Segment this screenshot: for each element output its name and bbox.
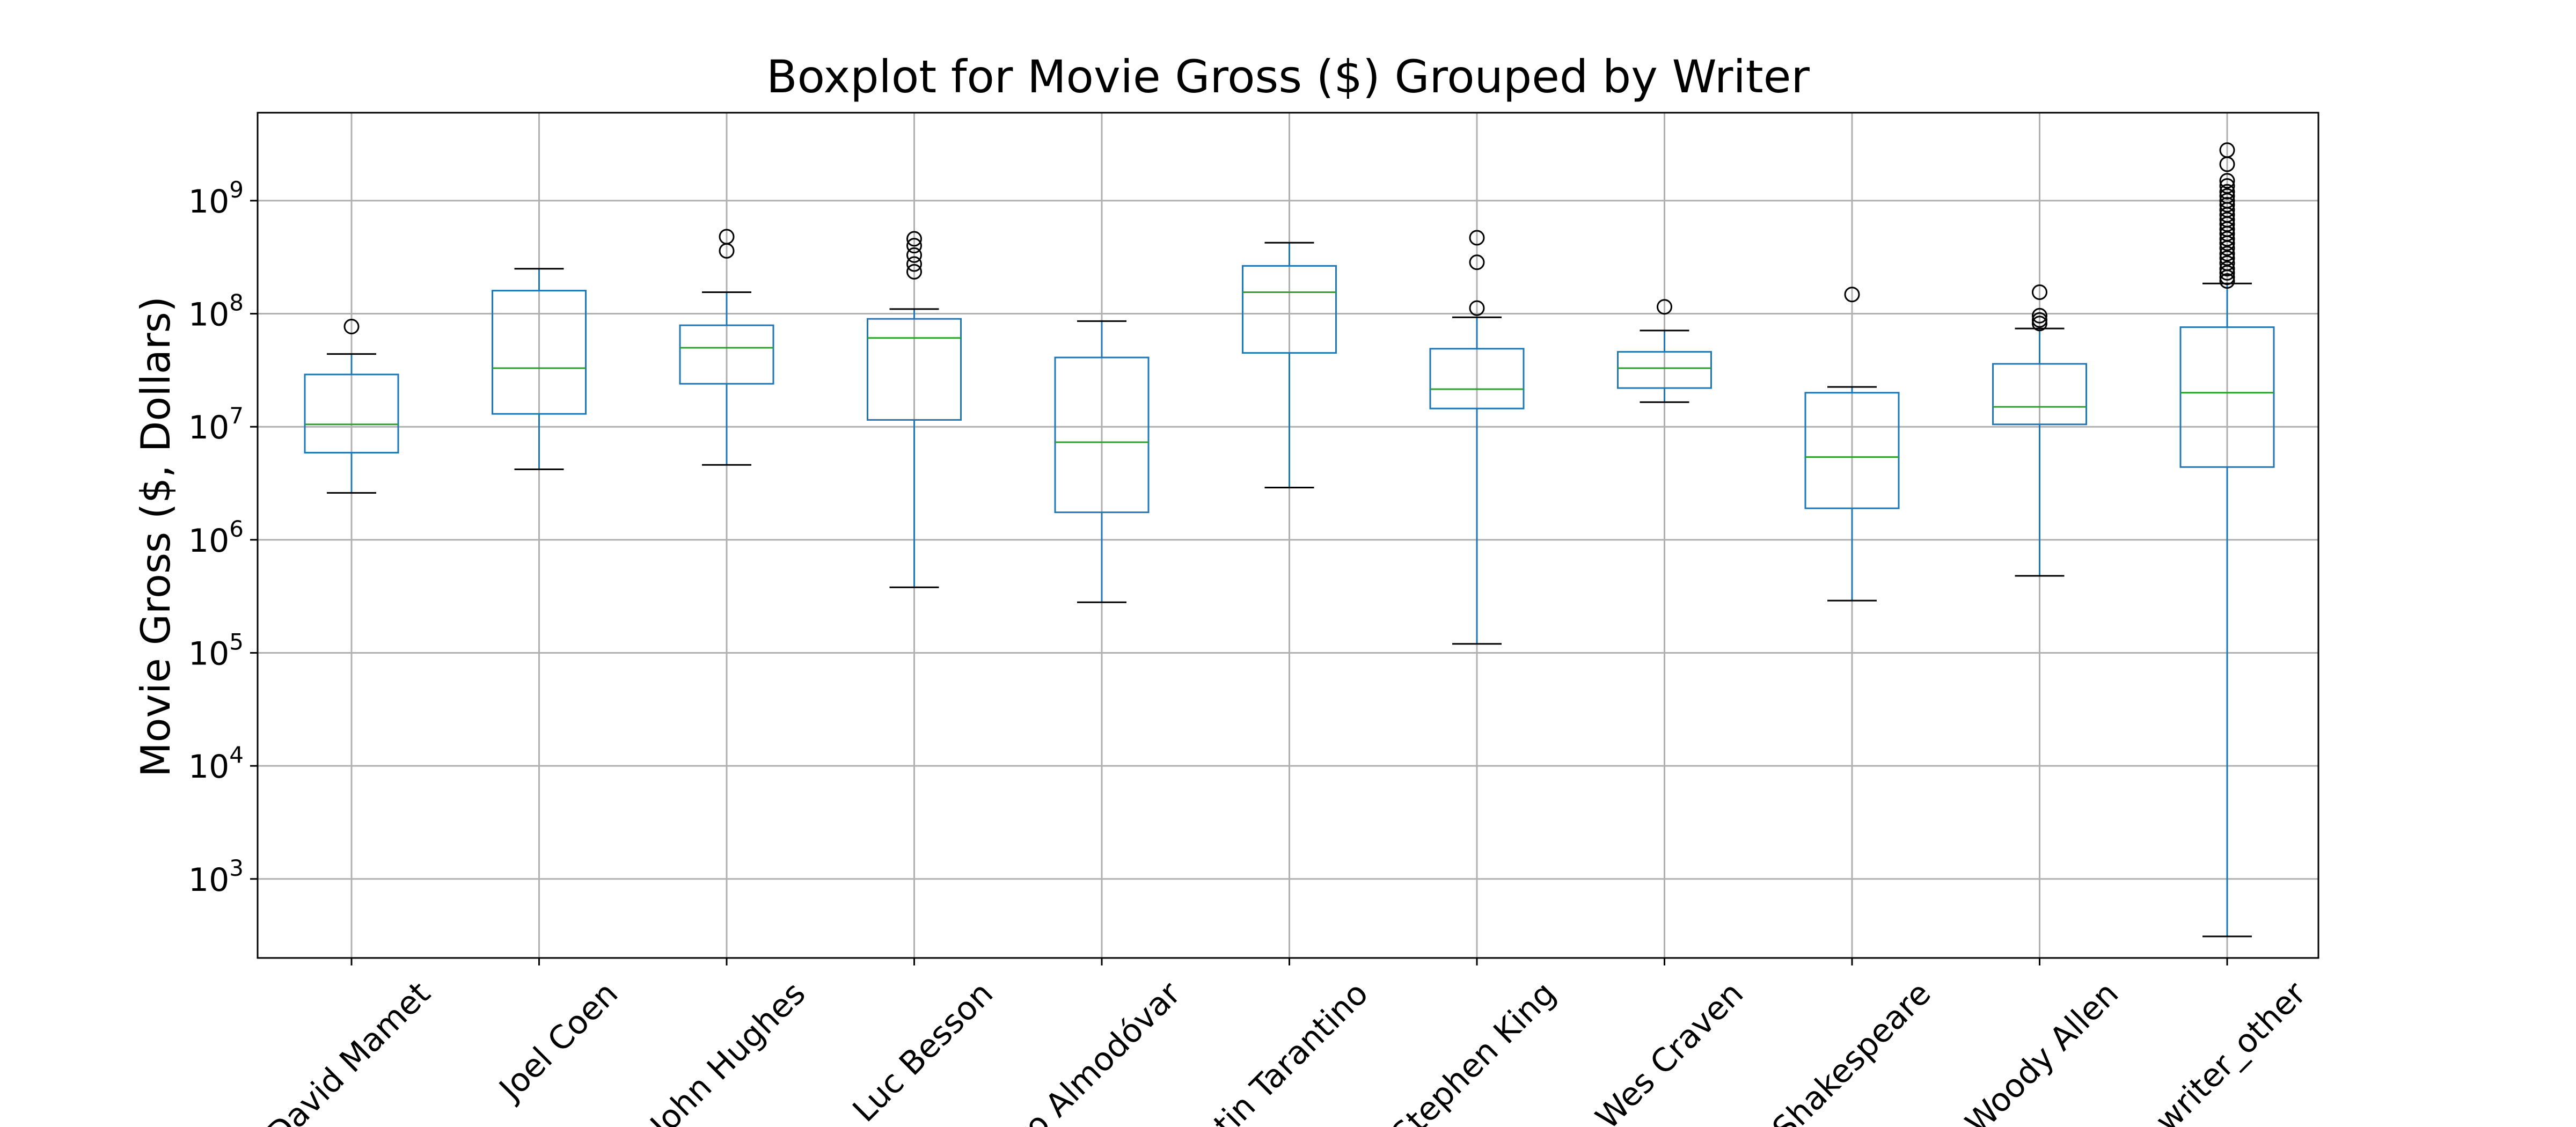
box-iqr xyxy=(492,290,587,415)
y-tick-exponent: 4 xyxy=(229,742,244,768)
y-tick-exponent: 6 xyxy=(229,516,244,542)
x-tick-label: Wes Craven xyxy=(1589,975,1751,1127)
outlier-point xyxy=(2219,188,2235,204)
outlier-point xyxy=(2219,184,2235,200)
box-group xyxy=(1804,287,1900,602)
y-tick-label: 105 xyxy=(188,628,244,672)
box-iqr xyxy=(1804,392,1900,509)
box-group xyxy=(1617,299,1712,403)
grid-lines xyxy=(250,113,2318,965)
y-tick-label: 107 xyxy=(188,402,244,447)
y-tick-exponent: 8 xyxy=(229,290,244,316)
y-tick-exponent: 3 xyxy=(229,855,244,881)
outlier-point xyxy=(2219,173,2235,189)
box-group xyxy=(2179,142,2275,938)
box-group xyxy=(304,318,399,494)
y-tick-base: 10 xyxy=(188,861,229,899)
box-iqr xyxy=(867,318,962,421)
y-tick-base: 10 xyxy=(188,522,229,560)
outlier-point xyxy=(2219,197,2235,213)
outlier-point xyxy=(343,318,360,334)
box-group xyxy=(867,231,962,588)
box-group xyxy=(679,229,774,466)
outlier-point xyxy=(1469,300,1485,316)
x-tick-label: Shakespeare xyxy=(1765,975,1938,1127)
x-tick-label: Stephen King xyxy=(1385,975,1563,1127)
y-tick-label: 104 xyxy=(188,742,244,786)
y-tick-exponent: 7 xyxy=(229,402,244,429)
outlier-point xyxy=(719,229,735,245)
box-iqr xyxy=(1429,348,1525,409)
outlier-point xyxy=(1657,299,1672,315)
x-tick-label: Luc Besson xyxy=(846,975,1000,1127)
y-tick-label: 103 xyxy=(188,855,244,899)
outlier-point xyxy=(2219,142,2235,158)
chart-title: Boxplot for Movie Gross ($) Grouped by W… xyxy=(766,50,1810,103)
outlier-point xyxy=(906,264,922,280)
outlier-point xyxy=(2219,261,2235,277)
box-iqr xyxy=(1617,351,1712,389)
y-tick-label: 109 xyxy=(188,177,244,221)
outlier-point xyxy=(1469,230,1485,246)
outlier-point xyxy=(2219,246,2235,262)
y-tick-base: 10 xyxy=(188,296,229,334)
outlier-point xyxy=(1844,287,1860,303)
y-tick-label: 108 xyxy=(188,290,244,334)
outlier-point xyxy=(906,247,922,263)
outlier-point xyxy=(906,238,922,254)
outlier-point xyxy=(2032,308,2047,324)
y-tick-base: 10 xyxy=(188,183,229,221)
plot-frame xyxy=(257,112,2319,959)
outlier-point xyxy=(2219,255,2235,271)
y-tick-exponent: 5 xyxy=(229,628,244,655)
outlier-point xyxy=(2032,316,2047,332)
outlier-point xyxy=(906,231,922,247)
y-tick-base: 10 xyxy=(188,635,229,672)
y-axis-label: Movie Gross ($, Dollars) xyxy=(132,296,179,777)
box-group xyxy=(1429,230,1525,645)
x-tick-labels: David Mamet Joel Coen John Hughes Luc Besso… xyxy=(259,975,2313,1127)
outlier-point xyxy=(2219,250,2235,266)
box-group xyxy=(492,268,587,471)
outlier-point xyxy=(2219,178,2235,194)
x-tick-label: Joel Coen xyxy=(491,975,625,1109)
x-tick-label: Woody Allen xyxy=(1958,975,2126,1127)
y-tick-base: 10 xyxy=(188,409,229,447)
outlier-point xyxy=(2219,273,2235,289)
box-series xyxy=(304,142,2275,938)
outlier-point xyxy=(2032,312,2047,328)
box-group xyxy=(1242,241,1337,488)
y-tick-base: 10 xyxy=(188,748,229,786)
box-iqr xyxy=(679,324,774,385)
x-tick-label: Pedro Almodóvar xyxy=(967,975,1188,1127)
outlier-point xyxy=(906,256,922,272)
x-tick-label: John Hughes xyxy=(642,975,813,1127)
outlier-point xyxy=(2219,211,2235,228)
outlier-point xyxy=(2032,284,2047,300)
box-iqr xyxy=(2179,326,2275,468)
box-iqr xyxy=(1992,363,2087,426)
outlier-point xyxy=(1469,254,1485,270)
y-tick-exponent: 9 xyxy=(229,177,244,203)
box-iqr xyxy=(1054,356,1150,514)
box-iqr xyxy=(1242,265,1337,354)
x-tick-label: David Mamet xyxy=(259,975,437,1127)
x-tick-label: writer_other xyxy=(2148,975,2314,1127)
box-group xyxy=(1054,320,1150,603)
y-tick-label: 106 xyxy=(188,516,244,560)
box-group xyxy=(1992,284,2087,577)
box-iqr xyxy=(304,374,399,453)
